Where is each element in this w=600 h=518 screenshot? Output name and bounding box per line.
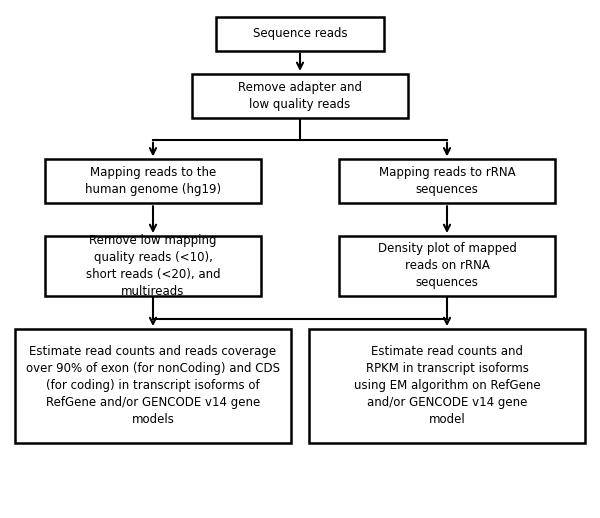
Text: Remove adapter and
low quality reads: Remove adapter and low quality reads bbox=[238, 81, 362, 111]
Text: Estimate read counts and reads coverage
over 90% of exon (for nonCoding) and CDS: Estimate read counts and reads coverage … bbox=[26, 346, 280, 426]
FancyBboxPatch shape bbox=[45, 160, 261, 203]
Text: Mapping reads to the
human genome (hg19): Mapping reads to the human genome (hg19) bbox=[85, 166, 221, 196]
FancyBboxPatch shape bbox=[45, 236, 261, 295]
FancyBboxPatch shape bbox=[15, 329, 291, 443]
FancyBboxPatch shape bbox=[339, 236, 555, 295]
Text: Mapping reads to rRNA
sequences: Mapping reads to rRNA sequences bbox=[379, 166, 515, 196]
Text: Remove low mapping
quality reads (<10),
short reads (<20), and
multireads: Remove low mapping quality reads (<10), … bbox=[86, 234, 220, 298]
Text: Density plot of mapped
reads on rRNA
sequences: Density plot of mapped reads on rRNA seq… bbox=[377, 242, 517, 289]
Text: Estimate read counts and
RPKM in transcript isoforms
using EM algorithm on RefGe: Estimate read counts and RPKM in transcr… bbox=[353, 346, 541, 426]
FancyBboxPatch shape bbox=[309, 329, 585, 443]
FancyBboxPatch shape bbox=[216, 17, 384, 50]
Text: Sequence reads: Sequence reads bbox=[253, 27, 347, 40]
FancyBboxPatch shape bbox=[192, 74, 408, 118]
FancyBboxPatch shape bbox=[339, 160, 555, 203]
